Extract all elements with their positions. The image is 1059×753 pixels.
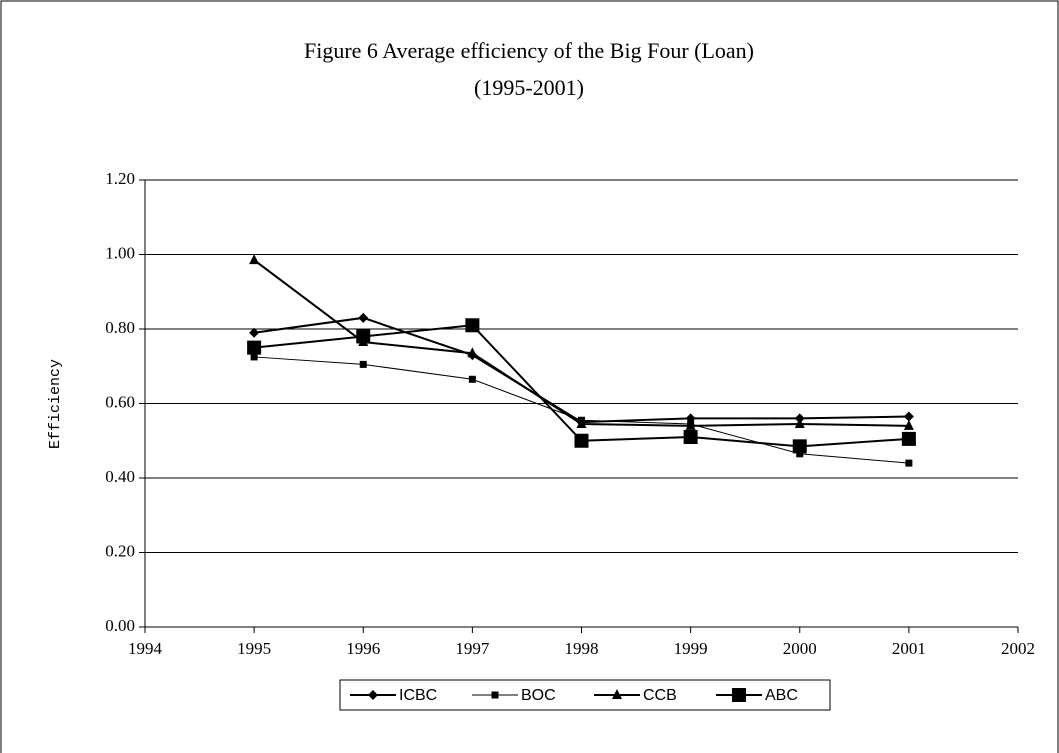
marker [250, 353, 258, 361]
marker [468, 375, 476, 383]
marker [574, 433, 589, 448]
marker [903, 419, 914, 430]
x-tick-label: 1999 [674, 639, 708, 658]
marker [465, 318, 480, 333]
marker [356, 329, 371, 344]
marker [685, 419, 696, 430]
chart-title: Figure 6 Average efficiency of the Big F… [304, 38, 754, 63]
x-tick-label: 1997 [455, 639, 490, 658]
legend: ICBC BOC CCB ABC [339, 679, 831, 711]
x-tick-label: 1994 [128, 639, 163, 658]
marker [249, 327, 260, 338]
marker [467, 347, 478, 358]
marker [905, 459, 913, 467]
y-tick-label: 1.20 [105, 169, 135, 188]
y-tick-label: 0.60 [105, 392, 135, 411]
x-tick-label: 1998 [565, 639, 599, 658]
y-tick-label: 0.00 [105, 616, 135, 635]
x-tick-label: 2002 [1001, 639, 1035, 658]
x-tick-label: 1996 [346, 639, 380, 658]
legend-label: CCB [643, 687, 677, 704]
marker [491, 691, 499, 699]
x-tick-label: 2001 [892, 639, 926, 658]
legend-label: BOC [521, 687, 556, 704]
y-tick-label: 0.80 [105, 318, 135, 337]
marker [792, 439, 807, 454]
chart-subtitle: (1995-2001) [474, 75, 584, 100]
marker [612, 689, 622, 699]
marker [576, 417, 587, 428]
x-tick-label: 2000 [783, 639, 817, 658]
marker [796, 450, 804, 458]
marker [794, 417, 805, 428]
marker [368, 690, 378, 700]
y-tick-label: 0.20 [105, 541, 135, 560]
marker [901, 431, 916, 446]
x-tick-label: 1995 [237, 639, 271, 658]
legend-label: ABC [765, 687, 798, 704]
marker [732, 688, 746, 702]
marker [903, 411, 914, 422]
y-tick-label: 1.00 [105, 243, 135, 262]
marker [249, 254, 260, 265]
marker [683, 430, 698, 445]
legend-label: ICBC [399, 687, 437, 704]
y-tick-label: 0.40 [105, 467, 135, 486]
marker [247, 340, 262, 355]
marker [359, 360, 367, 368]
marker [358, 312, 369, 323]
y-axis-label: Efficiency [47, 359, 64, 449]
